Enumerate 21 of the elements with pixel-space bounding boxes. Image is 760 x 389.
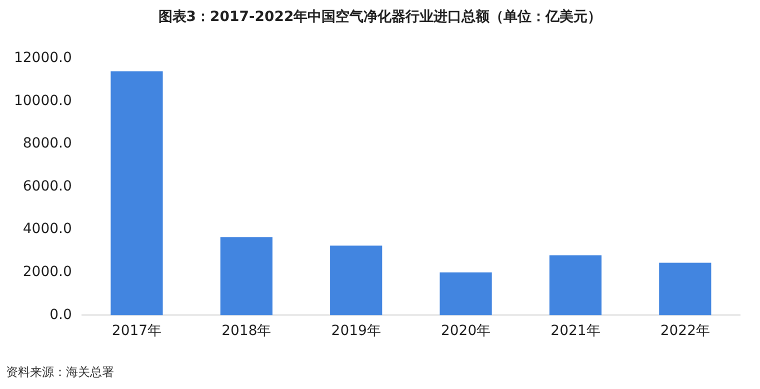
y-tick-label: 10000.0	[14, 92, 72, 109]
x-tick-label: 2021年	[550, 323, 600, 340]
bar	[220, 237, 272, 316]
bar	[330, 246, 382, 316]
chart-title: 图表3：2017-2022年中国空气净化器行业进口总额（单位：亿美元）	[157, 8, 603, 26]
x-tick-label: 2018年	[222, 323, 272, 340]
y-tick-label: 0.0	[50, 306, 72, 323]
y-tick-label: 2000.0	[22, 264, 72, 280]
y-tick-label: 4000.0	[22, 221, 72, 238]
bar	[659, 262, 712, 316]
y-tick-label: 12000.0	[14, 50, 72, 66]
y-tick-label: 8000.0	[22, 136, 72, 152]
x-tick-label: 2020年	[440, 323, 491, 340]
x-tick-label: 2019年	[331, 323, 381, 340]
text: 资料来源：海关总署	[6, 364, 114, 381]
x-tick-label: 2017年	[112, 323, 162, 340]
bar	[440, 272, 492, 316]
x-tick-label: 2022年	[660, 323, 710, 340]
y-tick-label: 6000.0	[22, 178, 72, 194]
bar	[110, 71, 163, 316]
bar	[549, 255, 602, 316]
